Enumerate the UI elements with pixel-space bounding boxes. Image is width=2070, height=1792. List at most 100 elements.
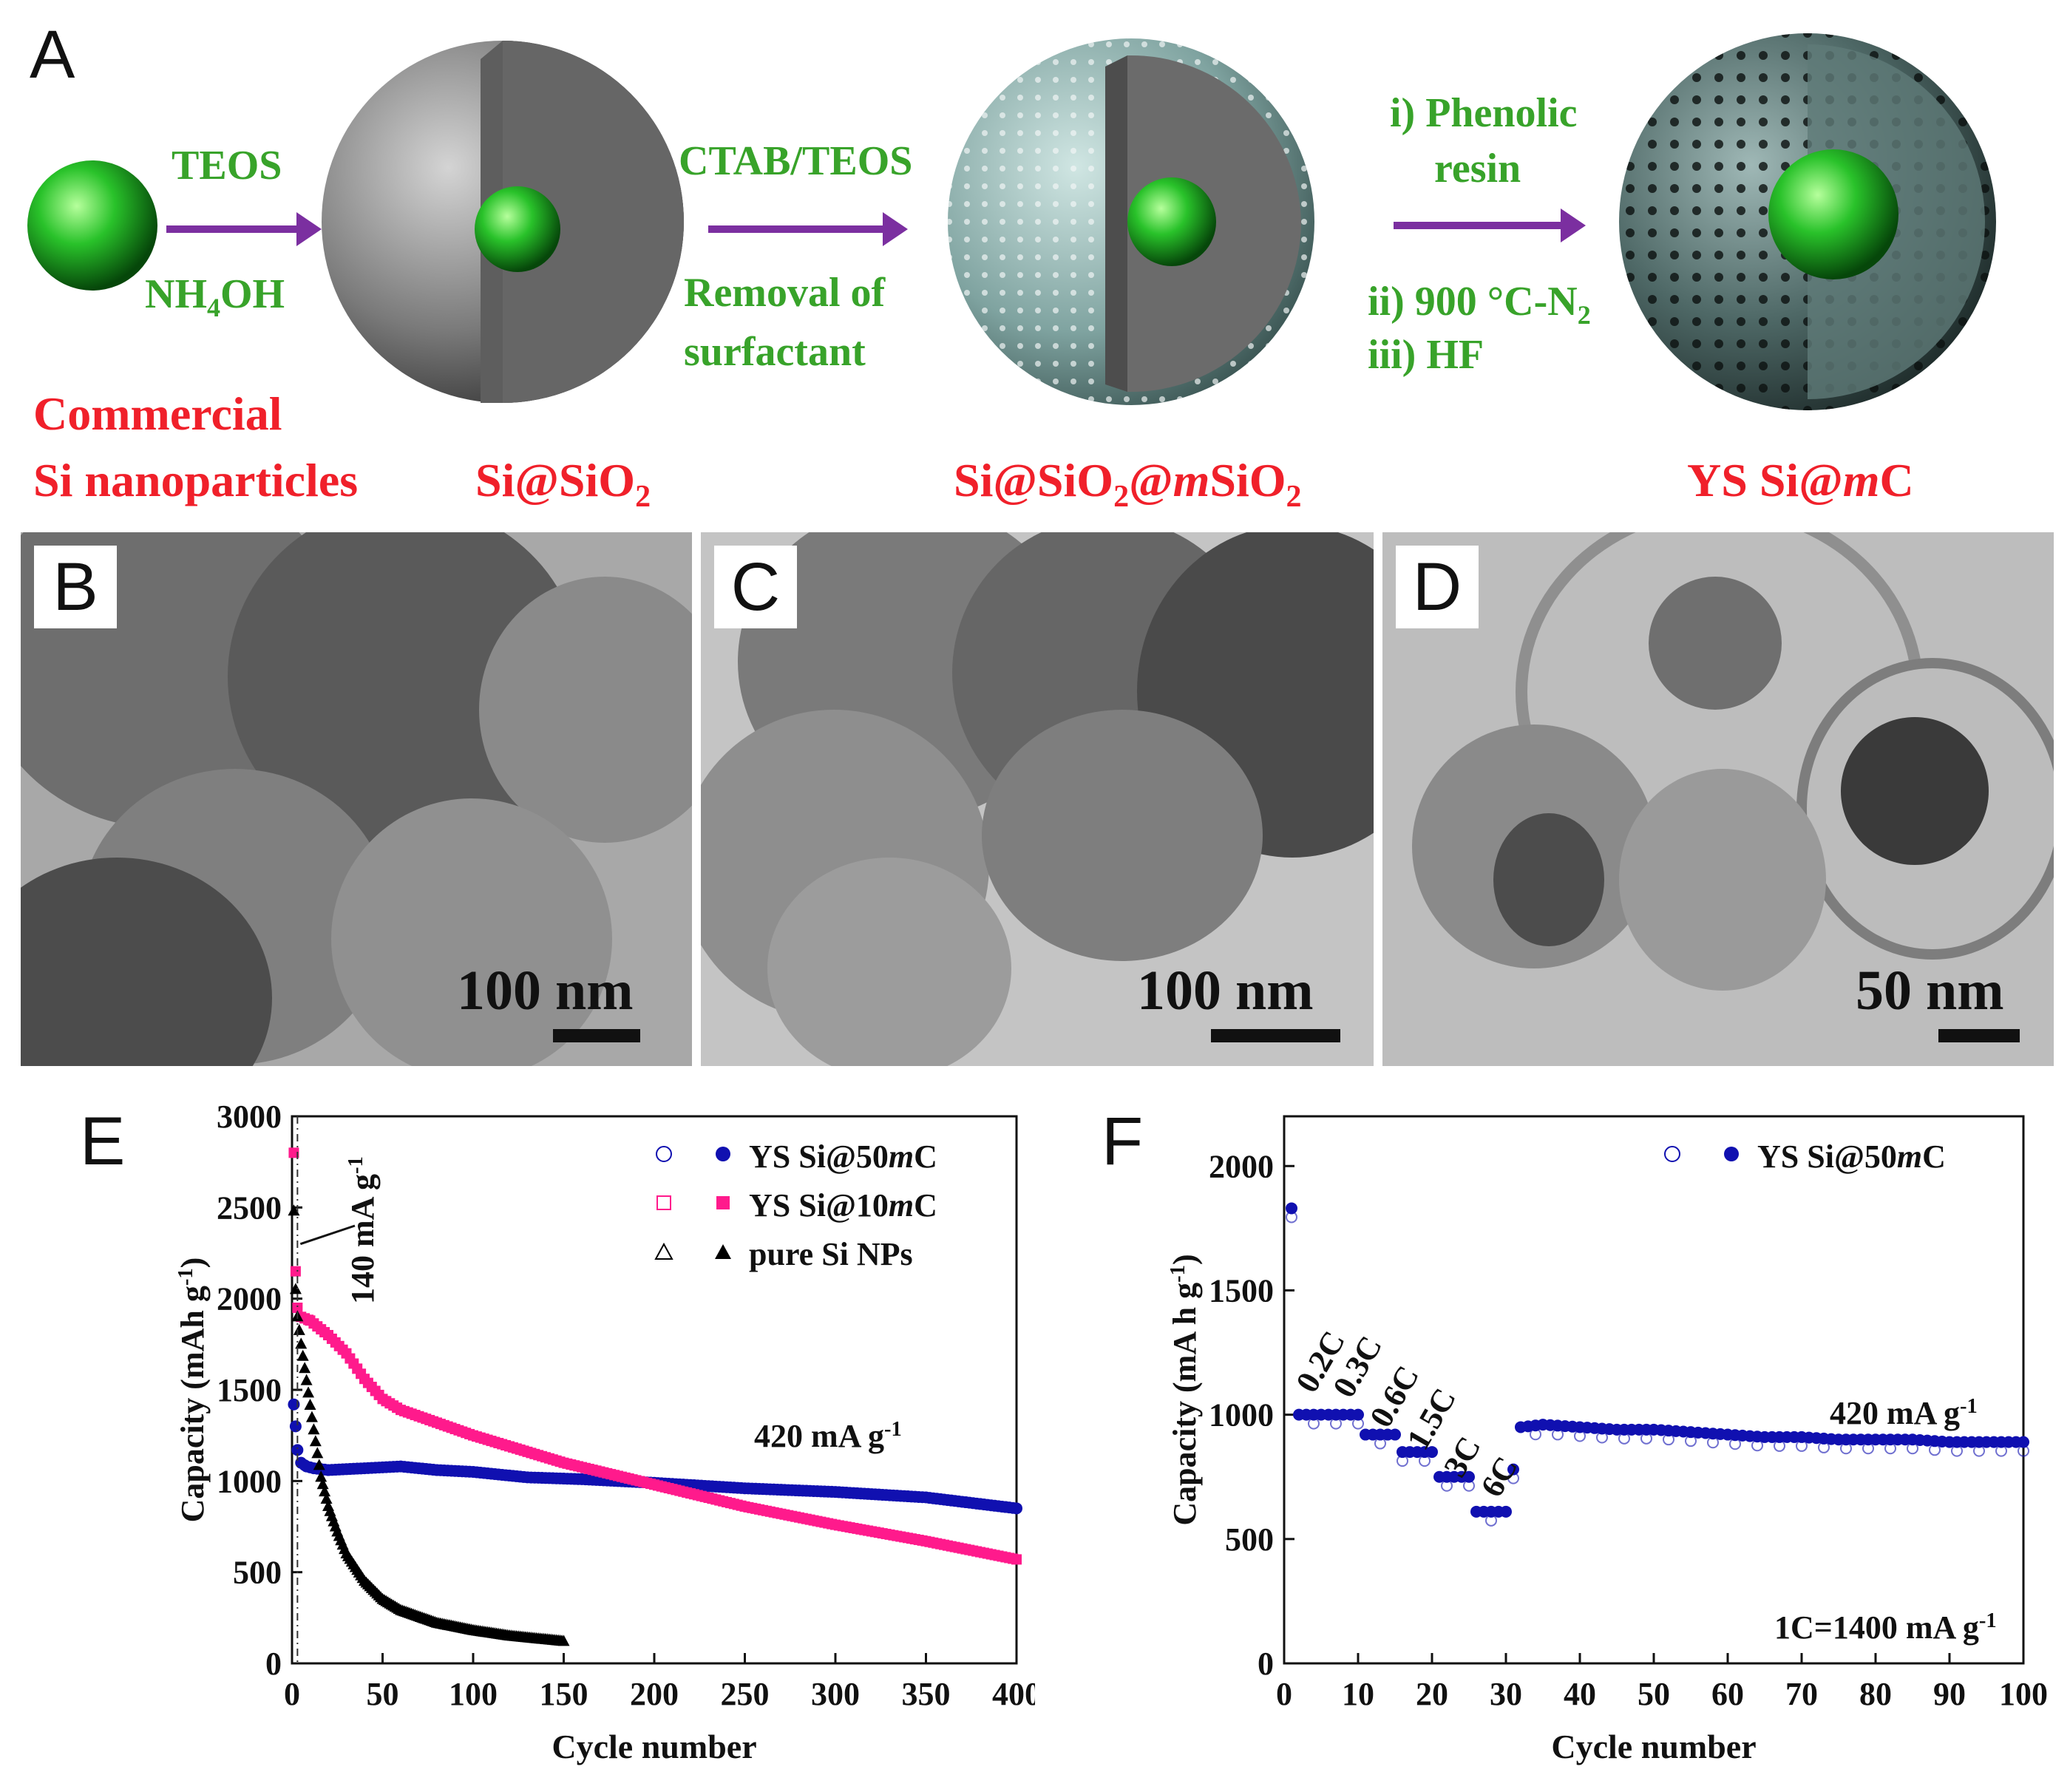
discharge-point	[1995, 1445, 2007, 1457]
discharge-point	[1929, 1444, 1941, 1456]
discharge-point	[1352, 1417, 1364, 1430]
data-point	[305, 1411, 318, 1422]
legend-label: pure Si NPs	[749, 1236, 913, 1272]
data-point	[1011, 1554, 1022, 1565]
data-point	[1426, 1446, 1438, 1459]
data-point	[320, 1493, 333, 1504]
legend-label: YS Si@50mC	[749, 1138, 937, 1175]
x-tick-label: 100	[1999, 1676, 2048, 1712]
tem-panel-b: B 100 nm	[21, 532, 692, 1066]
x-tick-label: 40	[1564, 1676, 1596, 1712]
y-axis-label: Capacity (mAh g-1)	[174, 1258, 211, 1523]
data-point	[316, 1478, 329, 1490]
data-point	[293, 1323, 305, 1335]
discharge-point	[1884, 1442, 1896, 1455]
discharge-point	[2018, 1445, 2029, 1457]
y-axis-label: Capacity (mA h g-1)	[1167, 1254, 1204, 1525]
x-tick-label: 10	[1342, 1676, 1374, 1712]
scale-label-d: 50 nm	[1856, 960, 2004, 1022]
x-tick-label: 0	[284, 1676, 300, 1712]
data-point	[557, 1635, 570, 1646]
discharge-point	[1485, 1514, 1497, 1527]
schematic-spheres	[27, 33, 1996, 410]
si-sio2-label: Si@SiO2	[475, 454, 651, 514]
step3-top-label-1: i) Phenolic	[1390, 90, 1578, 136]
chart-f: 0 10 20 30 40 50 60 70 80 90 1000500100015002000Cy…	[1167, 1115, 2048, 1765]
arrow-step3	[1394, 208, 1586, 242]
x-tick-label: 30	[1490, 1676, 1522, 1712]
data-point	[315, 1470, 328, 1482]
x-tick-label: 70	[1785, 1676, 1818, 1712]
commercial-label-1: Commercial	[33, 387, 282, 440]
data-point	[288, 1147, 299, 1158]
x-tick-label: 90	[1933, 1676, 1966, 1712]
data-point	[288, 1204, 300, 1216]
legend-marker-open	[654, 1242, 673, 1260]
x-tick-label: 60	[1711, 1676, 1744, 1712]
chart-e: 0 50 100 150 200 250 300 350 400 0 500 1000 1500 2000…	[174, 1099, 1036, 1765]
y-tick-label: 0	[1258, 1646, 1274, 1682]
x-tick-label: 50	[1638, 1676, 1670, 1712]
step3-top-label-2: resin	[1434, 146, 1521, 191]
data-point	[299, 1362, 311, 1374]
y-tick-label: 1500	[1209, 1272, 1274, 1309]
discharge-point	[1951, 1445, 1963, 1457]
discharge-point	[1596, 1431, 1608, 1444]
c-rate-definition: 1C=1400 mA g-1	[1774, 1609, 1997, 1646]
step1-top-label: TEOS	[172, 143, 282, 189]
x-tick-label: 100	[449, 1676, 498, 1712]
step2-bottom-label-2: surfactant	[684, 329, 866, 375]
y-tick-label: 500	[1225, 1521, 1274, 1558]
tem-panel-c: C 100 nm	[701, 532, 1374, 1066]
x-tick-label: 300	[811, 1676, 860, 1712]
discharge-point	[1308, 1417, 1320, 1430]
panel-letter-e: E	[80, 1104, 126, 1179]
discharge-point	[1707, 1436, 1719, 1449]
x-tick-label: 150	[540, 1676, 588, 1712]
discharge-point	[1907, 1442, 1918, 1455]
step2-bottom-label-1: Removal of	[684, 270, 886, 316]
data-point	[296, 1349, 309, 1361]
legend-marker-filled	[716, 1196, 730, 1209]
series-ys-si-10mc	[288, 1147, 1022, 1565]
panel-letter-c: C	[714, 546, 797, 628]
discharge-point	[1463, 1479, 1475, 1492]
y-tick-label: 2000	[217, 1281, 282, 1317]
x-tick-label: 50	[367, 1676, 399, 1712]
step3-bottom-label-1: ii) 900 °C-N2	[1368, 279, 1591, 330]
y-tick-label: 2500	[217, 1189, 282, 1226]
discharge-point	[1574, 1430, 1586, 1442]
tem-panel-d: D 50 nm	[1382, 532, 2054, 1066]
x-tick-label: 250	[721, 1676, 770, 1712]
legend-marker-open	[656, 1195, 671, 1210]
legend-label: YS Si@50mC	[1757, 1138, 1946, 1175]
y-tick-label: 1000	[1209, 1397, 1274, 1433]
data-point	[302, 1386, 315, 1398]
si-sio2-sphere	[322, 41, 684, 403]
data-point	[289, 1420, 302, 1433]
data-point	[311, 1447, 324, 1459]
panel-letter-d: D	[1396, 546, 1479, 628]
discharge-point	[1751, 1439, 1763, 1452]
legend-marker-filled	[716, 1147, 730, 1161]
discharge-point	[1774, 1439, 1785, 1452]
si-sio2-msio2-label: Si@SiO2@mSiO2	[954, 454, 1302, 514]
si-sio2-msio2-sphere	[948, 38, 1314, 405]
discharge-point	[1374, 1437, 1386, 1450]
data-point	[1389, 1428, 1401, 1441]
legend-marker-filled	[1724, 1147, 1739, 1161]
x-axis-label: Cycle number	[552, 1728, 756, 1765]
series-ys-si-50mc	[1286, 1202, 2029, 1527]
commercial-label-2: Si nanoparticles	[33, 454, 359, 506]
arrow-step1	[166, 212, 322, 246]
series-pure-si-nps	[288, 1204, 570, 1646]
discharge-point	[1862, 1442, 1874, 1455]
data-point	[1507, 1463, 1519, 1476]
data-point	[1463, 1470, 1475, 1483]
y-tick-label: 1500	[217, 1372, 282, 1408]
x-tick-label: 400	[992, 1676, 1035, 1712]
y-tick-label: 0	[265, 1646, 282, 1682]
discharge-point	[1796, 1439, 1808, 1452]
x-tick-label: 200	[630, 1676, 679, 1712]
panel-letter-a: A	[30, 17, 75, 92]
